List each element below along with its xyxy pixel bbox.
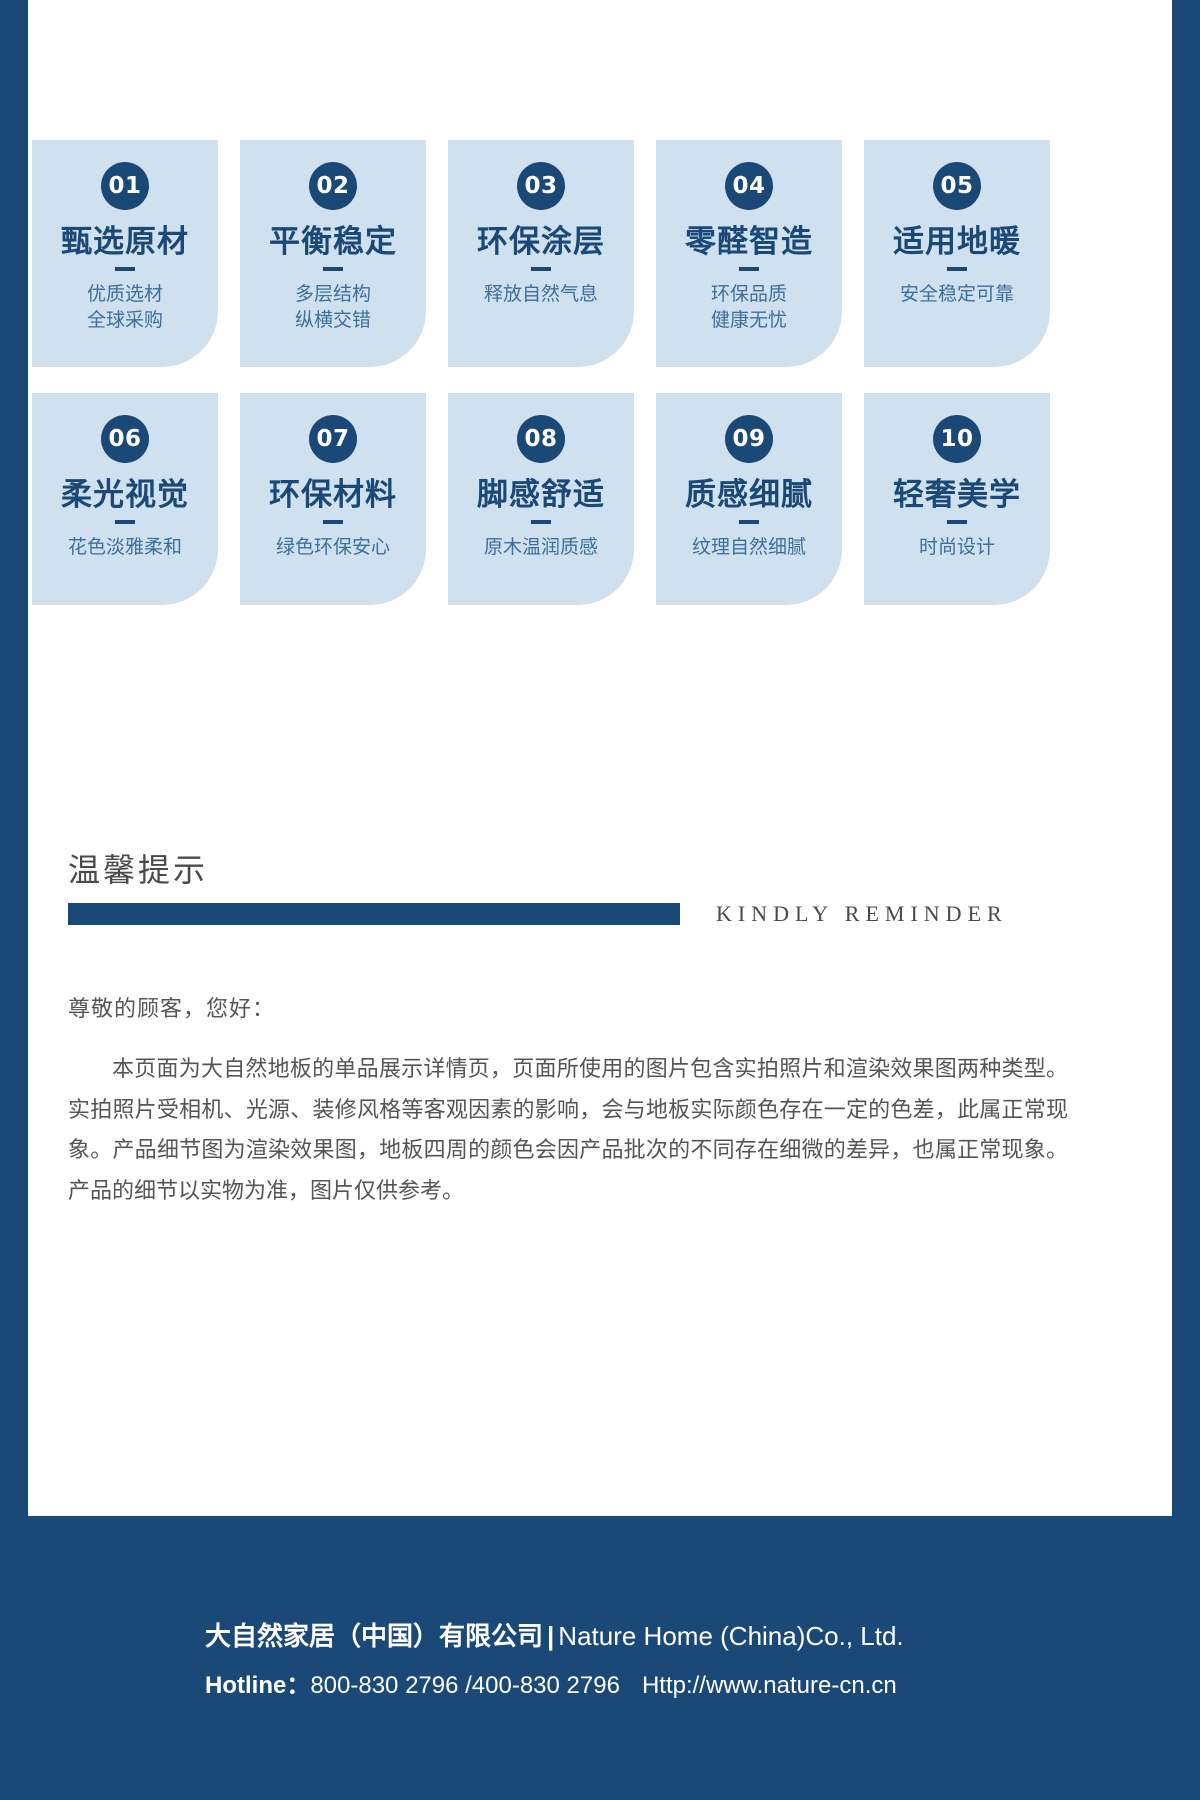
footer-company-line: 大自然家居（中国）有限公司 | Nature Home (China)Co., Lt…: [205, 1616, 1200, 1653]
feature-number-badge: 09: [725, 415, 773, 463]
feature-title: 零醛智造: [685, 224, 813, 259]
feature-card-06[interactable]: 06 柔光视觉 花色淡雅柔和: [32, 393, 218, 605]
feature-number-badge: 01: [101, 162, 149, 210]
feature-subtitle: 多层结构 纵横交错: [294, 284, 371, 331]
feature-number-badge: 07: [309, 415, 357, 463]
feature-subtitle: 安全稳定可靠: [899, 284, 1014, 305]
feature-subtitle: 优质选材 全球采购: [86, 284, 163, 331]
feature-number-badge: 06: [101, 415, 149, 463]
feature-row-2: 06 柔光视觉 花色淡雅柔和 07 环保材料 绿色环保安心 08 脚感舒适 原木…: [28, 393, 1172, 605]
reminder-title-cn: 温馨提示: [68, 851, 209, 889]
feature-title: 脚感舒适: [477, 477, 605, 512]
kindly-reminder-section: 温馨提示 KINDLY REMINDER 尊敬的顾客，您好： 本页面为大自然地板…: [68, 845, 1132, 1212]
divider-dash: [323, 267, 343, 271]
feature-subtitle: 时尚设计: [918, 537, 995, 558]
feature-number-badge: 05: [933, 162, 981, 210]
reminder-title-en: KINDLY REMINDER: [716, 901, 1008, 926]
feature-card-10[interactable]: 10 轻奢美学 时尚设计: [864, 393, 1050, 605]
footer-hotline-label: Hotline：: [205, 1672, 311, 1699]
feature-grid: 01 甄选原材 优质选材 全球采购 02 平衡稳定 多层结构 纵横交错 03 环…: [28, 140, 1172, 631]
feature-subtitle: 花色淡雅柔和: [67, 537, 182, 558]
footer-contact-line: Hotline：800-830 2796 /400-830 2796 Http:/…: [205, 1665, 1200, 1700]
feature-row-1: 01 甄选原材 优质选材 全球采购 02 平衡稳定 多层结构 纵横交错 03 环…: [28, 140, 1172, 367]
reminder-heading-rule: KINDLY REMINDER: [68, 901, 1132, 927]
divider-dash: [323, 520, 343, 524]
feature-card-08[interactable]: 08 脚感舒适 原木温润质感: [448, 393, 634, 605]
feature-title: 环保材料: [269, 477, 397, 512]
feature-title: 适用地暖: [893, 224, 1021, 259]
feature-subtitle: 原木温润质感: [483, 537, 598, 558]
feature-subtitle: 环保品质 健康无忧: [710, 284, 787, 331]
divider-dash: [947, 520, 967, 524]
feature-subtitle: 释放自然气息: [483, 284, 598, 305]
feature-card-09[interactable]: 09 质感细腻 纹理自然细腻: [656, 393, 842, 605]
reminder-bar: [68, 903, 680, 925]
footer-website-link[interactable]: Http://www.nature-cn.cn: [641, 1672, 897, 1699]
feature-number-badge: 08: [517, 415, 565, 463]
feature-card-04[interactable]: 04 零醛智造 环保品质 健康无忧: [656, 140, 842, 367]
divider-dash: [115, 520, 135, 524]
feature-title: 环保涂层: [477, 224, 605, 259]
feature-number-badge: 02: [309, 162, 357, 210]
divider-dash: [739, 267, 759, 271]
divider-dash: [739, 520, 759, 524]
footer-company-cn: 大自然家居（中国）有限公司: [205, 1621, 544, 1651]
feature-card-05[interactable]: 05 适用地暖 安全稳定可靠: [864, 140, 1050, 367]
feature-number-badge: 03: [517, 162, 565, 210]
content-canvas: 01 甄选原材 优质选材 全球采购 02 平衡稳定 多层结构 纵横交错 03 环…: [28, 0, 1172, 1516]
page-footer: 大自然家居（中国）有限公司 | Nature Home (China)Co., Lt…: [0, 1516, 1200, 1800]
divider-dash: [947, 267, 967, 271]
divider-dash: [531, 267, 551, 271]
divider-dash: [115, 267, 135, 271]
feature-title: 轻奢美学: [893, 477, 1021, 512]
feature-title: 柔光视觉: [61, 477, 189, 512]
feature-card-01[interactable]: 01 甄选原材 优质选材 全球采购: [32, 140, 218, 367]
footer-separator: |: [547, 1621, 555, 1651]
feature-title: 甄选原材: [61, 224, 189, 259]
reminder-body-text: 本页面为大自然地板的单品展示详情页，页面所使用的图片包含实拍照片和渲染效果图两种…: [68, 1056, 1068, 1204]
feature-subtitle: 纹理自然细腻: [691, 537, 806, 558]
feature-card-03[interactable]: 03 环保涂层 释放自然气息: [448, 140, 634, 367]
footer-company-en: Nature Home (China)Co., Ltd.: [558, 1621, 904, 1651]
feature-subtitle: 绿色环保安心: [275, 537, 390, 558]
footer-hotline-value: 800-830 2796 /400-830 2796: [310, 1672, 620, 1699]
feature-card-07[interactable]: 07 环保材料 绿色环保安心: [240, 393, 426, 605]
reminder-greeting: 尊敬的顾客，您好：: [68, 996, 276, 1021]
feature-number-badge: 10: [933, 415, 981, 463]
feature-title: 平衡稳定: [269, 224, 397, 259]
divider-dash: [531, 520, 551, 524]
feature-title: 质感细腻: [685, 477, 813, 512]
feature-number-badge: 04: [725, 162, 773, 210]
feature-card-02[interactable]: 02 平衡稳定 多层结构 纵横交错: [240, 140, 426, 367]
